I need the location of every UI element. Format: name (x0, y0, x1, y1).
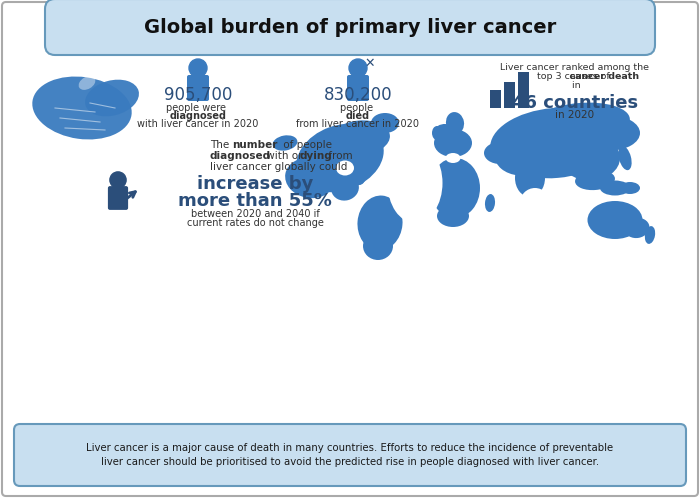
Text: in 2020: in 2020 (555, 110, 594, 120)
Ellipse shape (388, 143, 442, 223)
Text: 46 countries: 46 countries (512, 94, 638, 112)
Ellipse shape (587, 201, 643, 239)
Ellipse shape (434, 124, 456, 142)
Text: liver cancer globally could: liver cancer globally could (210, 162, 347, 172)
Ellipse shape (645, 226, 655, 244)
Ellipse shape (485, 194, 495, 212)
Text: dying: dying (299, 151, 332, 161)
Ellipse shape (285, 158, 335, 198)
Text: from liver cancer in 2020: from liver cancer in 2020 (297, 119, 419, 129)
Circle shape (189, 59, 207, 77)
Ellipse shape (624, 218, 650, 238)
Text: 905,700: 905,700 (164, 86, 232, 104)
Ellipse shape (484, 142, 516, 164)
Ellipse shape (432, 126, 442, 140)
Ellipse shape (445, 153, 461, 163)
FancyBboxPatch shape (45, 0, 655, 55)
Ellipse shape (620, 182, 640, 194)
Ellipse shape (515, 159, 545, 197)
Text: diagnosed: diagnosed (169, 111, 227, 121)
Ellipse shape (490, 108, 620, 178)
FancyBboxPatch shape (187, 75, 209, 101)
Ellipse shape (363, 232, 393, 260)
Bar (504, 82, 515, 108)
Text: Liver cancer is a major cause of death in many countries. Efforts to reduce the : Liver cancer is a major cause of death i… (86, 443, 614, 468)
Ellipse shape (446, 112, 464, 134)
Ellipse shape (336, 160, 354, 175)
Circle shape (349, 59, 367, 77)
Text: cancer death: cancer death (511, 72, 639, 81)
Ellipse shape (520, 188, 550, 218)
Ellipse shape (600, 180, 630, 196)
Ellipse shape (437, 205, 469, 227)
FancyBboxPatch shape (347, 75, 369, 101)
Text: more than 55%: more than 55% (178, 192, 332, 210)
Text: died: died (346, 111, 370, 121)
Text: increase by: increase by (197, 175, 313, 193)
Text: number: number (232, 140, 277, 150)
Text: of people: of people (280, 140, 332, 150)
Text: current rates do not change: current rates do not change (187, 218, 323, 228)
FancyBboxPatch shape (108, 186, 128, 210)
Ellipse shape (530, 103, 630, 143)
Ellipse shape (618, 146, 631, 170)
Ellipse shape (354, 167, 366, 185)
Ellipse shape (371, 113, 399, 133)
Text: Global burden of primary liver cancer: Global burden of primary liver cancer (144, 17, 556, 36)
Ellipse shape (434, 129, 472, 157)
Text: top 3 causes of: top 3 causes of (537, 72, 613, 81)
Ellipse shape (495, 140, 545, 176)
Text: people were: people were (167, 103, 230, 113)
Ellipse shape (533, 123, 587, 153)
Text: ✕: ✕ (365, 56, 375, 70)
Text: people: people (340, 103, 376, 113)
Ellipse shape (78, 76, 95, 90)
Text: Liver cancer ranked among the: Liver cancer ranked among the (500, 63, 650, 72)
Ellipse shape (560, 135, 620, 180)
Ellipse shape (358, 196, 402, 250)
FancyBboxPatch shape (14, 424, 686, 486)
Text: The: The (210, 140, 232, 150)
Ellipse shape (330, 121, 390, 156)
Text: 830,200: 830,200 (323, 86, 392, 104)
Text: in: in (569, 81, 581, 90)
Ellipse shape (272, 135, 298, 151)
Text: from: from (325, 151, 353, 161)
Text: diagnosed: diagnosed (210, 151, 271, 161)
Ellipse shape (85, 80, 139, 117)
Bar (490, 90, 501, 108)
Ellipse shape (32, 77, 132, 139)
Bar (518, 72, 529, 108)
Ellipse shape (331, 175, 359, 201)
Ellipse shape (430, 158, 480, 218)
Text: with or: with or (263, 151, 306, 161)
Ellipse shape (575, 170, 615, 190)
Text: with liver cancer in 2020: with liver cancer in 2020 (137, 119, 259, 129)
Circle shape (110, 172, 126, 188)
Text: between 2020 and 2040 if: between 2020 and 2040 if (190, 209, 319, 219)
Ellipse shape (296, 124, 384, 192)
Ellipse shape (580, 116, 640, 150)
